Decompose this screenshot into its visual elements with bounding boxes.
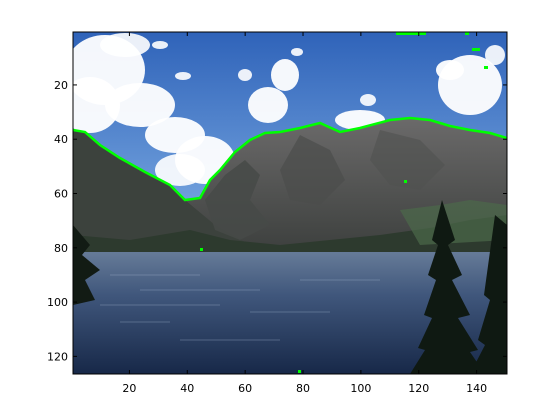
cliff-shadow-2 xyxy=(280,135,345,205)
y-axis: 20 40 60 80 100 120 xyxy=(47,79,507,363)
forest-belt xyxy=(73,215,507,262)
forest-patch xyxy=(400,200,507,245)
cliff-shadow-3 xyxy=(370,130,445,190)
skyline-trace xyxy=(73,116,507,202)
trace-points xyxy=(200,32,488,373)
cliff-shadow xyxy=(205,160,270,240)
y-tick-label: 20 xyxy=(54,79,68,92)
x-tick-label: 100 xyxy=(350,382,371,395)
x-axis: 20 40 60 80 100 120 140 xyxy=(122,32,487,395)
y-tick-label: 40 xyxy=(54,133,68,146)
y-tick-label: 80 xyxy=(54,242,68,255)
axes-box xyxy=(72,31,508,375)
x-tick-label: 20 xyxy=(122,382,136,395)
y-tick-label: 100 xyxy=(47,296,68,309)
left-hillside xyxy=(73,130,250,250)
trees-right xyxy=(410,200,507,374)
x-tick-label: 120 xyxy=(408,382,429,395)
photo xyxy=(73,32,507,374)
trees-left xyxy=(73,225,100,305)
x-tick-label: 60 xyxy=(238,382,252,395)
y-tick-label: 60 xyxy=(54,188,68,201)
x-tick-label: 140 xyxy=(466,382,487,395)
lake-ripples xyxy=(100,274,380,341)
x-tick-label: 40 xyxy=(180,382,194,395)
y-tick-label: 120 xyxy=(47,350,68,363)
x-tick-label: 80 xyxy=(296,382,310,395)
